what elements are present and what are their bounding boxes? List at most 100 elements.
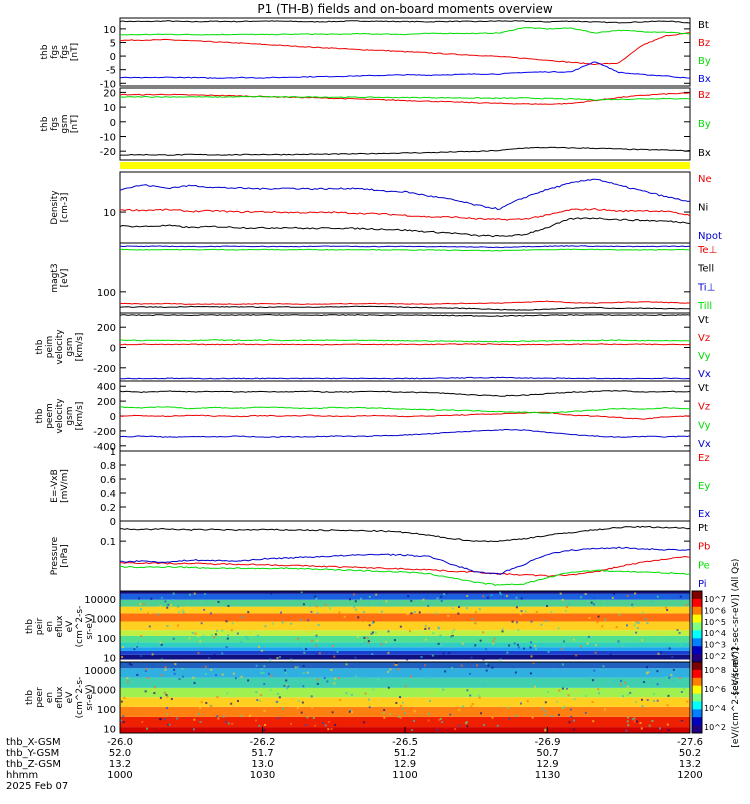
spectrogram-pixel: [136, 646, 139, 649]
spectrogram-pixel: [550, 715, 553, 718]
spectrogram-pixel: [234, 677, 237, 680]
spectrogram-band: [120, 621, 690, 631]
spectrogram-band: [120, 697, 690, 707]
spectrogram-pixel: [160, 674, 163, 677]
legend-vz: Vz: [698, 333, 710, 344]
spectrogram-pixel: [622, 695, 625, 698]
spectrogram-pixel: [529, 641, 532, 644]
spectrogram-pixel: [227, 604, 230, 607]
spectrogram-pixel: [260, 694, 263, 697]
series-vz: [119, 343, 691, 346]
spectrogram-pixel: [275, 700, 278, 703]
spectrogram-band: [120, 593, 690, 600]
colorbar-tick: 10^3: [704, 641, 726, 650]
spectrogram-pixel: [491, 666, 494, 669]
spectrogram-pixel: [146, 677, 149, 680]
ylabel-line: gsm: [65, 406, 75, 425]
colorbar-segment: [692, 622, 702, 631]
spectrogram-pixel: [134, 646, 137, 649]
spectrogram-pixel: [650, 681, 653, 684]
spectrogram-pixel: [210, 668, 213, 671]
spectrogram-pixel: [603, 601, 606, 604]
xaxis-value: 1100: [392, 770, 417, 781]
spectrogram-pixel: [129, 674, 132, 677]
spectrogram-pixel: [232, 643, 235, 646]
spectrogram-pixel: [508, 644, 511, 647]
spectrogram-pixel: [397, 668, 400, 671]
spectrogram-pixel: [303, 651, 306, 654]
colorbar-segment: [692, 646, 702, 655]
spectrogram-pixel: [685, 604, 688, 607]
series-te⊥: [119, 300, 691, 305]
spectrogram-pixel: [667, 729, 670, 732]
spectrogram-pixel: [166, 606, 169, 609]
spectrogram-pixel: [121, 656, 124, 659]
legend-ez: Ez: [698, 453, 710, 464]
spectrogram-pixel: [256, 699, 259, 702]
spectrogram-pixel: [408, 630, 411, 633]
series-by: [119, 27, 690, 36]
spectrogram-pixel: [230, 702, 233, 705]
spectrogram-pixel: [569, 708, 572, 711]
spectrogram-pixel: [206, 607, 209, 610]
spectrogram-band: [120, 599, 690, 607]
spectrogram-pixel: [231, 722, 234, 725]
spectrogram-pixel: [240, 675, 243, 678]
spectrogram-pixel: [617, 640, 620, 643]
spectrogram-pixel: [427, 719, 430, 722]
spectrogram-pixel: [584, 695, 587, 698]
ytick-label: 0: [110, 118, 116, 129]
spectrogram-pixel: [201, 599, 204, 602]
spectrogram-pixel: [545, 619, 548, 622]
ytick-label: 10000: [84, 666, 116, 677]
spectrogram-pixel: [318, 652, 321, 655]
spectrogram-pixel: [451, 631, 454, 634]
spectrogram-pixel: [561, 687, 564, 690]
spectrogram-pixel: [262, 671, 265, 674]
series-bz: [119, 32, 691, 66]
ytick-label: 0: [110, 344, 116, 355]
spectrogram-pixel: [200, 622, 203, 625]
spectrogram-pixel: [407, 595, 410, 598]
ylabel-line: peer: [35, 687, 45, 708]
colorbar-segment: [692, 654, 702, 663]
spectrogram-pixel: [515, 596, 518, 599]
spectrogram-pixel: [315, 644, 318, 647]
spectrogram-pixel: [383, 709, 386, 712]
xaxis-value: -26.0: [107, 737, 133, 748]
spectrogram-pixel: [164, 718, 167, 721]
spectrogram-pixel: [645, 672, 648, 675]
spectrogram-pixel: [236, 699, 239, 702]
spectrogram-pixel: [560, 648, 563, 651]
spectrogram-pixel: [429, 699, 432, 702]
chart-title: P1 (TH-B) fields and on-board moments ov…: [257, 2, 553, 16]
spectrogram-pixel: [559, 592, 562, 595]
spectrogram-pixel: [588, 617, 591, 620]
ytick-label: 10: [103, 25, 116, 36]
spectrogram-pixel: [575, 654, 578, 657]
legend-pt: Pt: [698, 523, 708, 534]
spectrogram-pixel: [420, 655, 423, 658]
spectrogram-pixel: [353, 605, 356, 608]
spectrogram-pixel: [194, 632, 197, 635]
legend-vx: Vx: [698, 439, 711, 450]
xaxis-value: 52.0: [109, 748, 131, 759]
spectrogram-pixel: [427, 627, 430, 630]
xaxis-value: -26.5: [392, 737, 418, 748]
spectrogram-pixel: [656, 670, 659, 673]
spectrogram-pixel: [426, 595, 429, 598]
spectrogram-pixel: [624, 681, 627, 684]
spectrogram-pixel: [523, 647, 526, 650]
series-till: [119, 248, 690, 252]
spectrogram-pixel: [511, 666, 514, 669]
spectrogram-pixel: [594, 651, 597, 654]
spectrogram-pixel: [651, 600, 654, 603]
spectrogram-pixel: [126, 680, 129, 683]
spectrogram-pixel: [491, 716, 494, 719]
spectrogram-pixel: [492, 642, 495, 645]
spectrogram-pixel: [672, 679, 675, 682]
spectrogram-pixel: [375, 593, 378, 596]
spectrogram-pixel: [350, 709, 353, 712]
spectrogram-pixel: [450, 666, 453, 669]
spectrogram-pixel: [312, 716, 315, 719]
